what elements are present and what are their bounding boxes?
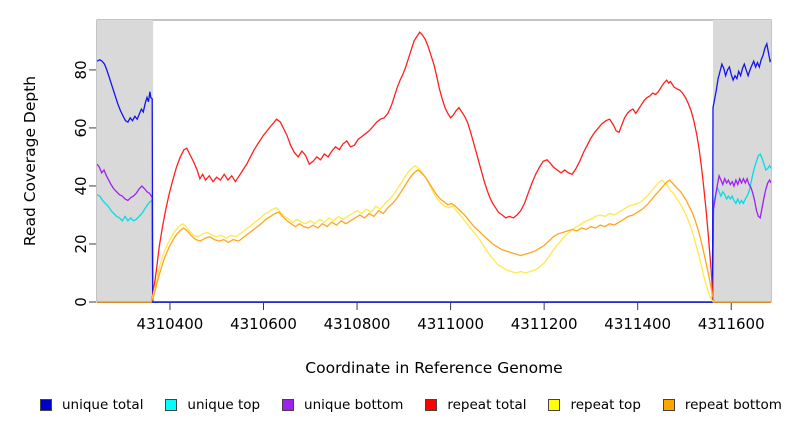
plot-frame bbox=[96, 19, 772, 303]
repeat-total-swatch-icon bbox=[425, 399, 438, 411]
x-tick-label: 4311000 bbox=[417, 315, 484, 333]
series-line-unique-top bbox=[97, 152, 771, 303]
y-tick-label: 60 bbox=[72, 118, 90, 137]
legend-label: repeat bottom bbox=[684, 397, 782, 413]
y-axis-title: Read Coverage Depth bbox=[21, 75, 39, 247]
x-tick-label: 4310600 bbox=[230, 315, 297, 333]
x-tick-label: 4311400 bbox=[604, 315, 671, 333]
legend-item-unique-total: unique total bbox=[40, 397, 143, 413]
legend-item-repeat-total: repeat total bbox=[425, 397, 527, 413]
series-line-unique-total bbox=[97, 41, 771, 303]
plot-svg: 4310400 4310600 4310800 4311000 4311200 43114… bbox=[72, 19, 772, 333]
repeat-bottom-swatch-icon bbox=[662, 399, 675, 411]
y-tick-label: 40 bbox=[72, 176, 90, 195]
legend-label: unique bottom bbox=[304, 397, 404, 413]
legend-item-repeat-top: repeat top bbox=[548, 397, 641, 413]
x-axis-title: Coordinate in Reference Genome bbox=[305, 359, 563, 377]
series-line-unique-bottom bbox=[97, 163, 771, 303]
x-tick-label: 4310800 bbox=[324, 315, 391, 333]
unique-top-swatch-icon bbox=[165, 399, 178, 411]
x-tick-label: 4311200 bbox=[511, 315, 578, 333]
repeat-top-swatch-icon bbox=[548, 399, 561, 411]
y-tick-label: 80 bbox=[72, 60, 90, 79]
y-tick-label: 0 bbox=[72, 297, 90, 307]
y-tick-label: 20 bbox=[72, 234, 90, 253]
legend-label: repeat total bbox=[447, 397, 527, 413]
legend-label: unique total bbox=[62, 397, 144, 413]
x-tick-label: 4310400 bbox=[137, 315, 204, 333]
legend-item-repeat-bottom: repeat bottom bbox=[662, 397, 782, 413]
series-line-repeat-bottom bbox=[97, 169, 771, 303]
legend: unique total unique top unique bottom re… bbox=[40, 397, 782, 413]
legend-label: unique top bbox=[187, 397, 261, 413]
unique-total-swatch-icon bbox=[40, 399, 52, 411]
series-line-repeat-top bbox=[97, 164, 771, 303]
unique-bottom-swatch-icon bbox=[282, 399, 295, 411]
x-tick-label: 4311600 bbox=[698, 315, 765, 333]
shaded-region bbox=[97, 20, 154, 302]
legend-label: repeat top bbox=[570, 397, 641, 413]
legend-item-unique-top: unique top bbox=[165, 397, 260, 413]
legend-item-unique-bottom: unique bottom bbox=[282, 397, 403, 413]
series-line-repeat-total bbox=[97, 31, 771, 303]
